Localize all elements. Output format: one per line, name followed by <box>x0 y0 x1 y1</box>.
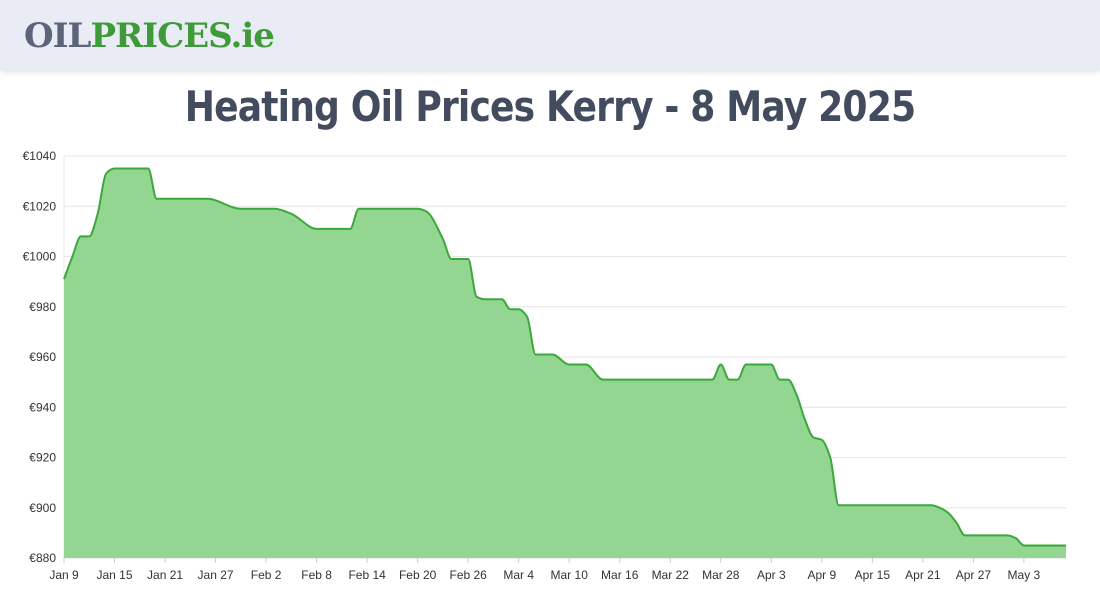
y-tick-label: €1020 <box>23 199 57 213</box>
x-tick-label: Apr 9 <box>807 568 836 582</box>
x-tick-label: Feb 26 <box>449 568 487 582</box>
x-tick-label: Apr 3 <box>757 568 786 582</box>
y-axis: €880 €900 €920 €940 €960 €980 €1000 €1020 €1040 <box>23 149 57 565</box>
y-tick-label: €1000 <box>23 250 57 264</box>
site-logo[interactable]: OILPRICES.ie <box>24 14 275 58</box>
x-tick-label: Mar 28 <box>702 568 740 582</box>
x-tick-label: Mar 16 <box>601 568 639 582</box>
x-tick-label: Feb 8 <box>301 568 332 582</box>
x-tick-label: Mar 22 <box>652 568 690 582</box>
y-tick-label: €980 <box>29 300 56 314</box>
site-header: OILPRICES.ie <box>0 0 1100 70</box>
logo-prices-text: PRICES <box>90 16 231 56</box>
y-tick-label: €960 <box>29 350 56 364</box>
logo-ie-text: .ie <box>230 16 274 56</box>
x-tick-label: May 3 <box>1008 568 1041 582</box>
y-tick-label: €940 <box>29 400 56 414</box>
chart-title: Heating Oil Prices Kerry - 8 May 2025 <box>184 82 916 131</box>
x-tick-label: Feb 20 <box>399 568 437 582</box>
y-tick-label: €880 <box>29 551 56 565</box>
y-tick-label: €900 <box>29 501 56 515</box>
x-tick-label: Feb 2 <box>251 568 282 582</box>
y-tick-label: €1040 <box>23 149 57 163</box>
x-tick-label: Jan 15 <box>97 568 133 582</box>
logo-oil-text: OIL <box>24 16 91 56</box>
x-tick-label: Apr 21 <box>905 568 941 582</box>
x-tick-label: Mar 4 <box>503 568 534 582</box>
x-tick-label: Mar 10 <box>551 568 589 582</box>
x-tick-label: Jan 27 <box>198 568 234 582</box>
x-tick-label: Jan 9 <box>49 568 79 582</box>
x-tick-label: Feb 14 <box>348 568 386 582</box>
price-line <box>63 167 1066 547</box>
x-tick-label: Apr 15 <box>855 568 891 582</box>
x-tick-label: Apr 27 <box>956 568 992 582</box>
x-axis: Jan 9 Jan 15 Jan 21 Jan 27 Feb 2 Feb 8 Feb 14 F… <box>49 558 1041 582</box>
y-tick-label: €920 <box>29 451 56 465</box>
x-tick-label: Jan 21 <box>147 568 183 582</box>
price-area <box>63 167 1066 558</box>
